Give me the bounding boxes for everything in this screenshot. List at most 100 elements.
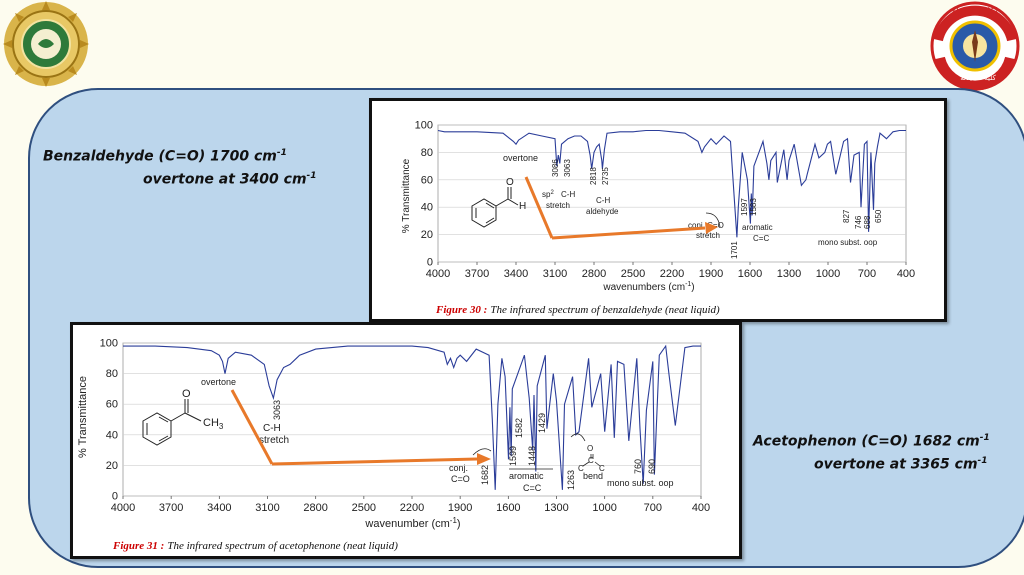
- x-tick-label: 3700: [465, 268, 489, 280]
- annot-overtone: overtone: [503, 153, 538, 163]
- annot-1582: 1582: [514, 418, 524, 438]
- y-tick-label: 40: [421, 202, 433, 214]
- y-tick-label: 100: [415, 120, 433, 132]
- annot-pointer: [472, 448, 492, 456]
- x-tick-label: 4000: [111, 502, 135, 514]
- annot-1583: 1583: [749, 198, 758, 216]
- annot-aldehyde-ch: C-H: [596, 196, 610, 205]
- y-tick-label: 40: [106, 429, 118, 441]
- annot-1701: 1701: [730, 241, 739, 259]
- structure-oxygen: O: [182, 388, 191, 400]
- x-tick-label: 1300: [544, 502, 568, 514]
- annot-bend-c2: C: [599, 464, 605, 473]
- y-tick-label: 0: [427, 257, 433, 269]
- acetophenone-ir-chart: 0 20 40 60 80 100 4000 3700 3400 3100 2800 2500 2200…: [77, 338, 710, 553]
- annot-1682: 1682: [480, 465, 490, 485]
- annot-bend-o: O: [587, 444, 593, 453]
- annot-conj: conj.: [449, 463, 468, 473]
- x-tick-label: 4000: [426, 268, 450, 280]
- annot-690: 690: [647, 459, 657, 474]
- benzaldehyde-note-line1: Benzaldehyde (C=O) 1700 cm-1: [43, 148, 287, 165]
- annot-conj-stretch: stretch: [696, 231, 720, 240]
- annot-1597: 1597: [740, 198, 749, 216]
- x-tick-label: 3400: [207, 502, 231, 514]
- structure-methyl: CH3: [203, 417, 224, 431]
- annot-aromatic: aromatic: [509, 471, 544, 481]
- figure-31-caption: Figure 31 : The infrared spectrum of acet…: [112, 540, 398, 552]
- y-tick-label: 60: [106, 399, 118, 411]
- x-axis-title: wavenumber (cm-1): [364, 516, 460, 530]
- benzaldehyde-structure: [471, 187, 519, 228]
- annot-sp2-stretch: stretch: [546, 201, 570, 210]
- annot-cc: C=C: [753, 234, 769, 243]
- x-tick-label: 1900: [448, 502, 472, 514]
- annot-3063: 3063: [563, 159, 572, 177]
- x-tick-label: 2500: [621, 268, 645, 280]
- structure-hydrogen: H: [519, 201, 526, 212]
- benzaldehyde-note-line2: overtone at 3400 cm-1: [143, 171, 317, 188]
- x-tick-label: 1000: [816, 268, 840, 280]
- x-tick-label: 1600: [496, 502, 520, 514]
- x-tick-label: 700: [858, 268, 876, 280]
- acetophenone-ir-figure: 0 20 40 60 80 100 4000 3700 3400 3100 2800 2500 2200…: [70, 322, 742, 559]
- y-tick-label: 20: [421, 229, 433, 241]
- annot-cc: C=C: [523, 483, 542, 493]
- annot-overtone: overtone: [201, 377, 236, 387]
- annot-746: 746: [854, 215, 863, 229]
- x-tick-label: 3700: [159, 502, 183, 514]
- annot-1448: 1448: [527, 446, 537, 466]
- x-tick-label: 3400: [504, 268, 528, 280]
- annot-stretch: stretch: [259, 435, 289, 446]
- overtone-relation-arrow: [524, 176, 718, 240]
- annot-brackets: [509, 433, 601, 470]
- figure-30-caption: Figure 30 : The infrared spectrum of benz…: [435, 304, 720, 316]
- overtone-relation-arrow: [230, 389, 491, 466]
- annot-688: 688: [863, 215, 872, 229]
- x-tick-label: 700: [644, 502, 662, 514]
- emblem-motto: لكل داء دواء: [952, 7, 998, 17]
- y-tick-label: 80: [421, 147, 433, 159]
- annot-mono-oop: mono subst. oop: [607, 478, 674, 488]
- annot-ch: C-H: [263, 423, 281, 434]
- benzaldehyde-ir-figure: 0 20 40 60 80 100 4000 3700 3400 3100 2800 2500 2200…: [369, 98, 947, 322]
- acetophenone-note-line2: overtone at 3365 cm-1: [814, 456, 988, 473]
- annot-conj-co: C=O: [451, 474, 470, 484]
- annot-827: 827: [842, 209, 851, 223]
- annot-3086: 3086: [551, 159, 560, 177]
- university-seal-logo: [2, 0, 90, 88]
- annot-sp2-ch: C-H: [561, 190, 575, 199]
- y-tick-label: 0: [112, 491, 118, 503]
- x-tick-label: 1300: [777, 268, 801, 280]
- x-tick-label: 2200: [400, 502, 424, 514]
- acetophenone-note-line1: Acetophenon (C=O) 1682 cm-1: [753, 433, 990, 450]
- annot-650: 650: [874, 209, 883, 223]
- x-tick-label: 2500: [352, 502, 376, 514]
- y-tick-label: 20: [106, 460, 118, 472]
- x-tick-label: 2800: [582, 268, 606, 280]
- annot-bend-c: C: [588, 456, 594, 465]
- y-axis-title: % Transmittance: [401, 158, 412, 233]
- y-axis-title: % Transmittance: [77, 376, 89, 458]
- annot-2818: 2818: [589, 167, 598, 185]
- annot-aldehyde: aldehyde: [586, 207, 619, 216]
- x-tick-label: 3100: [255, 502, 279, 514]
- structure-oxygen: O: [506, 177, 514, 188]
- y-tick-label: 100: [100, 338, 118, 350]
- benzaldehyde-ir-chart: 0 20 40 60 80 100 4000 3700 3400 3100 2800 2500 2200…: [401, 120, 915, 317]
- annot-1599: 1599: [508, 446, 518, 466]
- spectrum-line: [123, 344, 701, 490]
- y-tick-label: 80: [106, 368, 118, 380]
- acetophenone-structure: [142, 399, 202, 446]
- x-tick-label: 1900: [699, 268, 723, 280]
- annot-bend-c1: C: [578, 464, 584, 473]
- x-axis-title: wavenumbers (cm-1): [602, 281, 694, 293]
- pharmacy-college-emblem: لكل داء دواء كلية الصيدلة: [930, 0, 1020, 92]
- annot-aromatic: aromatic: [742, 223, 773, 232]
- annot-760: 760: [633, 459, 643, 474]
- x-tick-label: 2800: [303, 502, 327, 514]
- annot-1429: 1429: [537, 413, 547, 433]
- annot-sp2: sp2: [542, 190, 554, 199]
- x-tick-label: 1000: [592, 502, 616, 514]
- annot-mono-oop: mono subst. oop: [818, 238, 878, 247]
- annot-2735: 2735: [601, 167, 610, 185]
